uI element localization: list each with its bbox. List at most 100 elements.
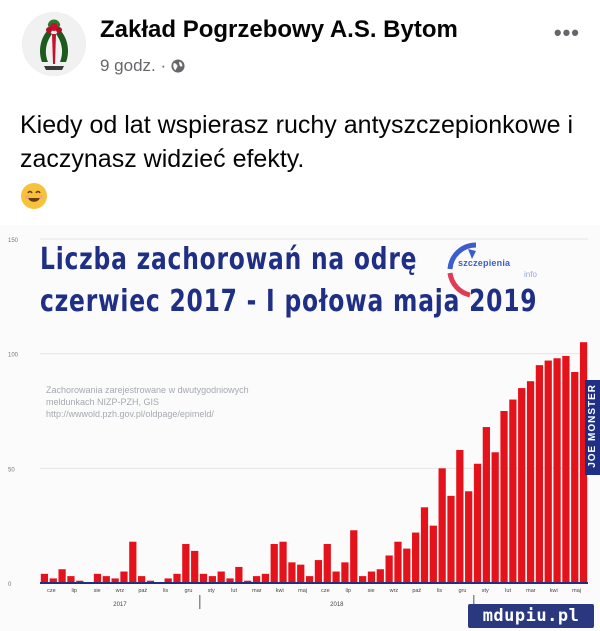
watermark-text: mdupiu.pl: [482, 606, 580, 626]
bar: [288, 562, 296, 583]
globe-icon: [171, 59, 185, 73]
chart-title-line-2: czerwiec 2017 - I połowa maja 2019: [40, 284, 538, 319]
bar: [341, 562, 349, 583]
measles-chart: 150 100 50 0 cze lip sie wrz paź lis gru sty lut mar k…: [0, 225, 600, 631]
year-label: 2017: [113, 602, 127, 608]
y-tick-label: 50: [8, 467, 15, 473]
bar: [358, 576, 367, 583]
side-banner-text: JOE MONSTER: [587, 384, 598, 468]
bar: [164, 578, 172, 583]
bar: [332, 571, 340, 583]
more-options-button[interactable]: •••: [553, 20, 580, 45]
chart-title: Liczba zachorowań na odrę czerwiec 2017 …: [40, 239, 537, 323]
bar: [102, 576, 110, 583]
bar: [129, 541, 137, 583]
bar: [482, 427, 490, 583]
bar: [385, 555, 393, 583]
bar: [509, 399, 517, 583]
x-tick-label: cze: [47, 588, 56, 594]
bar: [323, 544, 331, 583]
x-tick-label: lut: [505, 588, 511, 594]
bar: [217, 571, 225, 583]
bar: [173, 573, 181, 583]
bar: [314, 560, 323, 583]
bar: [244, 580, 252, 583]
y-tick-label: 100: [8, 353, 19, 359]
bar: [76, 580, 84, 583]
bar: [465, 491, 473, 583]
bar: [553, 358, 561, 583]
bar: [305, 576, 314, 583]
bar: [199, 573, 208, 583]
bar: [518, 388, 526, 583]
bar: [376, 569, 384, 583]
year-label: 2018: [330, 602, 344, 608]
bar: [535, 365, 544, 583]
site-watermark: mdupiu.pl: [468, 604, 594, 628]
bar: [491, 452, 499, 583]
x-tick-label: sie: [94, 588, 101, 594]
bar: [279, 541, 287, 583]
source-line-2: meldunkach NIZP-PZH, GIS: [46, 397, 160, 407]
x-tick-label: kwi: [276, 588, 284, 594]
logo-subtext: info: [524, 270, 537, 279]
x-tick-label: maj: [298, 588, 307, 594]
x-tick-label: paź: [412, 588, 421, 594]
bar: [235, 566, 243, 583]
x-tick-label: wrz: [389, 588, 399, 594]
chart-source-note: Zachorowania zarejestrowane w dwutygodni…: [46, 384, 249, 420]
funeral-wreath-icon: [22, 12, 86, 76]
post-time[interactable]: 9 godz. ·: [100, 56, 167, 75]
x-tick-label: lip: [71, 588, 77, 594]
bar: [473, 463, 482, 583]
bar: [138, 576, 146, 583]
x-tick-label: maj: [572, 588, 581, 594]
bar: [182, 544, 190, 583]
bar: [261, 573, 270, 583]
y-tick-label: 0: [8, 582, 12, 588]
bar: [500, 411, 508, 583]
x-tick-label: gru: [184, 588, 192, 594]
y-tick-label: 150: [8, 238, 19, 244]
x-tick-label: gru: [458, 588, 466, 594]
x-tick-label: lis: [163, 588, 168, 594]
bar: [420, 507, 429, 583]
bar: [270, 544, 278, 583]
page-name[interactable]: Zakład Pogrzebowy A.S. Bytom: [100, 16, 458, 43]
side-banner: JOE MONSTER: [585, 380, 600, 475]
bar: [49, 578, 57, 583]
bar: [40, 573, 49, 583]
bar: [226, 578, 234, 583]
x-tick-label: lip: [345, 588, 351, 594]
smiling-face-icon: [21, 183, 47, 209]
bar: [208, 576, 216, 583]
bar: [58, 569, 66, 583]
x-tick-label: cze: [321, 588, 330, 594]
bar: [252, 576, 261, 583]
source-line-3: http://wwwold.pzh.gov.pl/oldpage/epimeld…: [46, 409, 214, 419]
page-avatar[interactable]: [22, 12, 86, 76]
bar: [412, 532, 420, 583]
bar: [526, 381, 535, 583]
bar: [111, 578, 119, 583]
x-tick-label: sie: [368, 588, 375, 594]
chart-title-line-1: Liczba zachorowań na odrę: [40, 242, 418, 277]
bar: [93, 573, 102, 583]
x-tick-label: sty: [482, 588, 489, 594]
chart-canvas: 150 100 50 0 cze lip sie wrz paź lis gru sty lut mar k…: [8, 238, 588, 609]
logo-text: szczepienia: [458, 258, 511, 268]
bar: [456, 449, 464, 583]
bar: [447, 495, 455, 583]
bar: [562, 355, 570, 583]
x-tick-label: paź: [138, 588, 147, 594]
x-tick-label: lut: [231, 588, 237, 594]
bar: [67, 576, 75, 583]
bar: [191, 550, 199, 583]
post-header: Zakład Pogrzebowy A.S. Bytom 9 godz. · •…: [20, 8, 590, 84]
x-tick-label: wrz: [115, 588, 125, 594]
bar: [571, 372, 579, 583]
x-tick-label: mar: [252, 588, 262, 594]
bar: [146, 580, 155, 583]
x-tick-label: kwi: [550, 588, 558, 594]
source-line-1: Zachorowania zarejestrowane w dwutygodni…: [46, 385, 249, 395]
